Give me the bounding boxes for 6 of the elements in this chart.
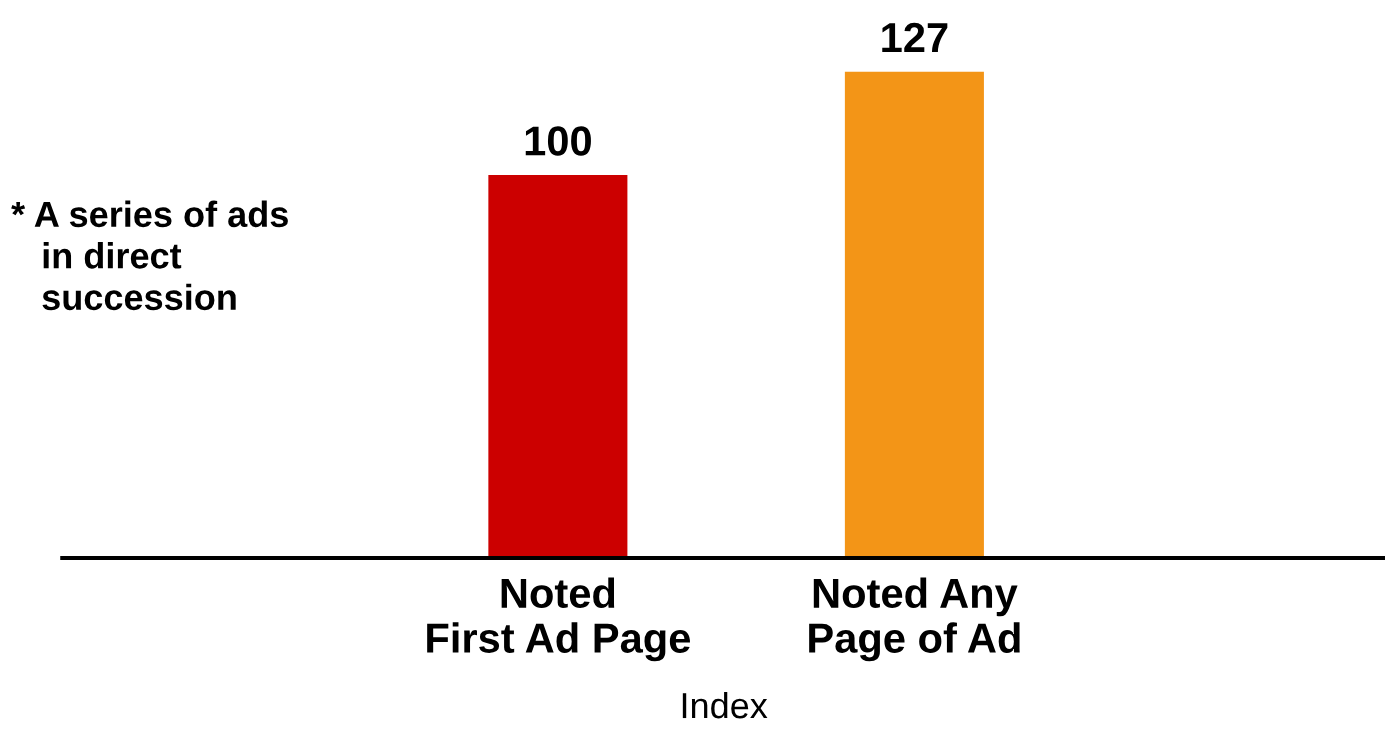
data-label: 100	[525, 126, 591, 156]
data-label: 127	[882, 22, 948, 52]
x-tick-label: Noted First Ad Page	[427, 577, 690, 662]
text: * A series of ads in direct succession	[11, 200, 288, 311]
x-axis-title: Index	[682, 691, 768, 719]
x-tick-label: Noted Any Page of Ad	[809, 577, 1020, 662]
